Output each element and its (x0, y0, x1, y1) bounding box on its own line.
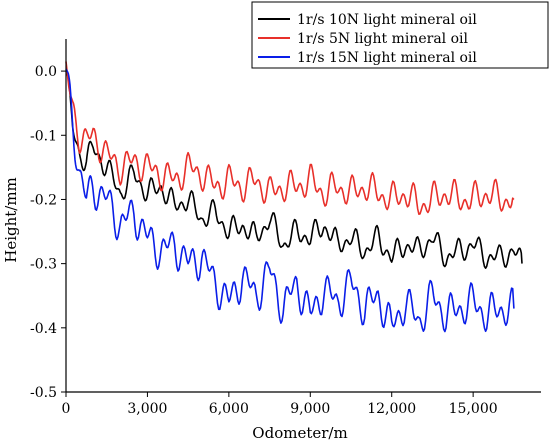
ticks-layer: 0 3,000 6,000 9,000 12,000 15,000 0.0 -0.1 -0.2 -… (30, 64, 498, 417)
legend: 1r/s 10N light mineral oil 1r/s 5N light… (251, 1, 549, 69)
x-tick-label: 15,000 (449, 401, 498, 417)
y-tick-label: -0.5 (30, 385, 57, 401)
axes-layer (65, 39, 541, 393)
y-tick-label: -0.1 (30, 128, 57, 144)
y-tick-label: 0.0 (35, 64, 57, 80)
y-tick-label: -0.4 (30, 321, 57, 337)
legend-label-15n: 1r/s 15N light mineral oil (297, 50, 477, 66)
x-tick-label: 9,000 (290, 401, 330, 417)
x-tick-label: 6,000 (209, 401, 249, 417)
y-axis-label: Height/mm (2, 177, 20, 263)
x-tick-label: 12,000 (367, 401, 416, 417)
legend-label-10n: 1r/s 10N light mineral oil (297, 12, 477, 28)
legend-label-5n: 1r/s 5N light mineral oil (297, 31, 468, 47)
legend-box (251, 1, 549, 69)
series-line-2 (65, 68, 515, 333)
y-tick-label: -0.2 (30, 192, 57, 208)
x-tick-label: 3,000 (127, 401, 167, 417)
x-tick-label: 0 (62, 401, 71, 417)
series-line-1 (65, 61, 515, 215)
y-tick-label: -0.3 (30, 257, 57, 273)
series-line-0 (65, 70, 523, 270)
x-axis-label: Odometer/m (252, 424, 347, 442)
series-layer (65, 61, 523, 333)
